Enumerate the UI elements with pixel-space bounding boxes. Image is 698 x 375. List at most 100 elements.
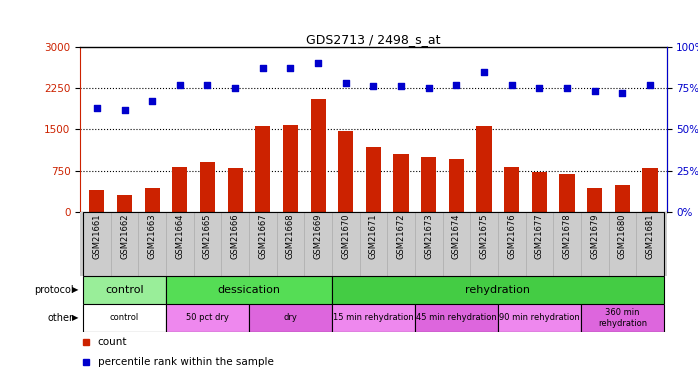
Text: GSM21661: GSM21661 (92, 214, 101, 259)
Bar (193, 212, 221, 276)
Point (561, 85, 572, 91)
Point (368, 84, 379, 90)
Bar (200, 162, 215, 212)
Bar (89, 190, 105, 212)
Bar (83, 276, 166, 304)
Point (589, 88, 600, 94)
Bar (255, 126, 270, 212)
Point (478, 69, 489, 75)
Bar (332, 304, 415, 332)
Text: dry: dry (283, 314, 297, 322)
Bar (609, 212, 636, 276)
Bar (221, 212, 249, 276)
Bar (283, 125, 298, 212)
Text: GSM21662: GSM21662 (120, 214, 129, 259)
Text: GSM21679: GSM21679 (591, 214, 599, 259)
Point (258, 65, 269, 71)
Bar (498, 212, 526, 276)
Text: 45 min rehydration: 45 min rehydration (416, 314, 497, 322)
Bar (366, 147, 381, 212)
Bar (477, 126, 491, 212)
Text: control: control (105, 285, 144, 295)
Point (340, 80, 351, 86)
Point (644, 82, 655, 88)
Bar (138, 212, 166, 276)
Bar (332, 276, 664, 304)
Point (174, 82, 186, 88)
Text: 15 min rehydration: 15 min rehydration (333, 314, 414, 322)
Text: GSM21665: GSM21665 (203, 214, 212, 259)
Text: GSM21675: GSM21675 (480, 214, 489, 259)
Point (396, 84, 407, 90)
Bar (166, 212, 193, 276)
Text: GSM21670: GSM21670 (341, 214, 350, 259)
Text: 360 min
rehydration: 360 min rehydration (597, 308, 647, 327)
Text: GSM21681: GSM21681 (646, 214, 655, 259)
Bar (117, 195, 132, 212)
Bar (449, 159, 464, 212)
Bar (144, 188, 160, 212)
Bar (415, 212, 443, 276)
Text: GSM21680: GSM21680 (618, 214, 627, 259)
Bar (166, 276, 332, 304)
Bar (249, 304, 332, 332)
Bar (443, 212, 470, 276)
Bar (394, 154, 409, 212)
Bar (276, 212, 304, 276)
Text: protocol: protocol (34, 285, 73, 295)
Point (506, 82, 517, 88)
Bar (304, 212, 332, 276)
Point (423, 85, 434, 91)
Point (617, 90, 628, 96)
Text: GSM21677: GSM21677 (535, 214, 544, 260)
Text: GSM21666: GSM21666 (230, 214, 239, 260)
Text: GSM21673: GSM21673 (424, 214, 433, 260)
Bar (470, 212, 498, 276)
Bar (526, 212, 554, 276)
Text: percentile rank within the sample: percentile rank within the sample (98, 357, 274, 367)
Bar (338, 131, 353, 212)
Text: GSM21663: GSM21663 (148, 214, 156, 260)
Text: 90 min rehydration: 90 min rehydration (499, 314, 580, 322)
Point (230, 85, 241, 91)
Point (119, 106, 130, 112)
Point (202, 82, 213, 88)
Bar (581, 212, 609, 276)
Point (91, 105, 103, 111)
Text: control: control (110, 314, 139, 322)
Bar (615, 186, 630, 212)
Bar (532, 172, 547, 212)
Title: GDS2713 / 2498_s_at: GDS2713 / 2498_s_at (306, 33, 440, 46)
Bar (228, 168, 243, 212)
Text: GSM21667: GSM21667 (258, 214, 267, 260)
Bar (421, 157, 436, 212)
Text: GSM21671: GSM21671 (369, 214, 378, 259)
Point (147, 98, 158, 104)
Bar (83, 212, 111, 276)
Point (285, 65, 296, 71)
Point (451, 82, 462, 88)
Bar (311, 99, 326, 212)
Text: GSM21669: GSM21669 (313, 214, 322, 259)
Bar (172, 167, 188, 212)
Bar (554, 212, 581, 276)
Bar (498, 304, 581, 332)
Point (534, 85, 545, 91)
Bar (636, 212, 664, 276)
Text: ▶: ▶ (73, 285, 79, 294)
Bar (581, 304, 664, 332)
Bar (587, 188, 602, 212)
Bar (504, 167, 519, 212)
Text: GSM21672: GSM21672 (396, 214, 406, 259)
Bar (642, 168, 658, 212)
Bar (111, 212, 138, 276)
Bar (559, 174, 574, 212)
Text: GSM21664: GSM21664 (175, 214, 184, 259)
Bar (332, 212, 359, 276)
Bar (166, 304, 249, 332)
Text: dessication: dessication (218, 285, 281, 295)
Text: count: count (98, 337, 127, 347)
Bar (359, 212, 387, 276)
Text: GSM21668: GSM21668 (286, 214, 295, 260)
Bar (415, 304, 498, 332)
